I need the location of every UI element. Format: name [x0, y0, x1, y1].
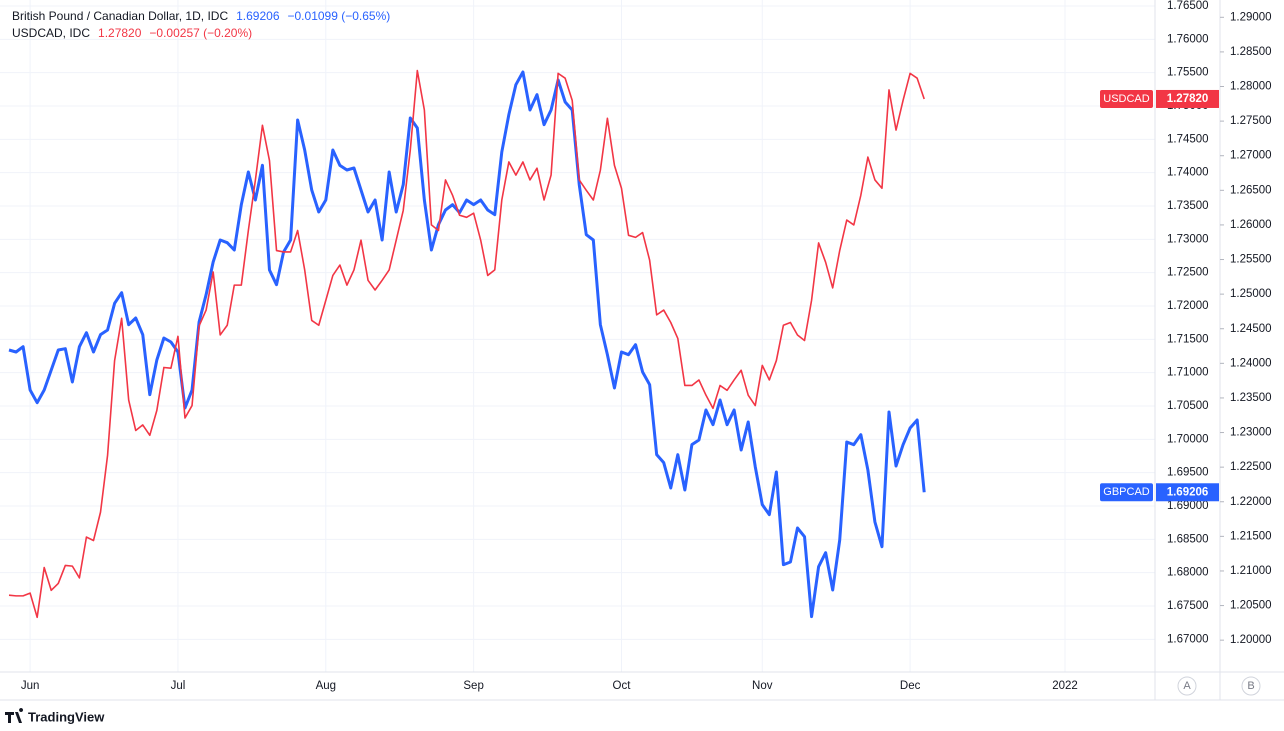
- logo: [5, 708, 24, 723]
- y-tick-label: 1.76500: [1167, 0, 1209, 12]
- legend-price: 1.69206: [236, 9, 280, 23]
- legend-change: −0.01099 (−0.65%): [288, 9, 391, 23]
- y2-tick-label: 1.20000: [1230, 634, 1272, 646]
- x-tick-label: Sep: [463, 680, 483, 692]
- y-tick-label: 1.72500: [1167, 267, 1209, 279]
- legend-change: −0.00257 (−0.20%): [149, 26, 252, 40]
- y2-tick-label: 1.27000: [1230, 150, 1272, 162]
- y-tick-label: 1.68500: [1167, 533, 1209, 545]
- y-tick-label: 1.68000: [1167, 567, 1209, 579]
- series-line: [8, 70, 926, 619]
- x-tick-label: Nov: [752, 680, 773, 692]
- y2-tick-label: 1.28000: [1230, 81, 1272, 93]
- x-tick-label: Oct: [613, 680, 632, 692]
- y-tick-label: 1.74500: [1167, 133, 1209, 145]
- y2-tick-label: 1.29000: [1230, 11, 1272, 23]
- y-tick-label: 1.69000: [1167, 500, 1209, 512]
- y-tick-label: 1.71000: [1167, 367, 1209, 379]
- y2-tick-label: 1.23500: [1230, 392, 1272, 404]
- price-tag-name: GBPCAD: [1103, 486, 1150, 498]
- y-tick-label: 1.70000: [1167, 433, 1209, 445]
- x-tick-label: Aug: [316, 680, 336, 692]
- y-tick-label: 1.70500: [1167, 400, 1209, 412]
- legend-price: 1.27820: [98, 26, 142, 40]
- legend-entry: USDCAD, IDC 1.27820 −0.00257 (−0.20%): [12, 26, 252, 40]
- price-tag-name-box: [1100, 483, 1153, 502]
- y-tick-label: 1.69500: [1167, 467, 1209, 479]
- axis-button[interactable]: [1241, 676, 1261, 696]
- price-tag-box: [1156, 89, 1219, 108]
- branding: TradingView: [28, 709, 105, 724]
- y2-tick-label: 1.26500: [1230, 184, 1272, 196]
- axis-button[interactable]: [1177, 676, 1197, 696]
- axes: 1.765001.760001.755001.750001.745001.740…: [12, 0, 1272, 692]
- y-tick-label: 1.67000: [1167, 633, 1209, 645]
- axis-button-label[interactable]: B: [1247, 680, 1254, 692]
- y2-tick-label: 1.24500: [1230, 323, 1272, 335]
- x-tick-label: Jul: [171, 680, 186, 692]
- y2-tick-label: 1.28500: [1230, 46, 1272, 58]
- y2-tick-label: 1.22000: [1230, 496, 1272, 508]
- y2-tick-label: 1.25500: [1230, 254, 1272, 266]
- axis-button-label[interactable]: A: [1183, 680, 1191, 692]
- y2-tick-label: 1.22500: [1230, 461, 1272, 473]
- y-tick-label: 1.67500: [1167, 600, 1209, 612]
- y2-tick-label: 1.24000: [1230, 357, 1272, 369]
- price-tag-box: [1156, 483, 1219, 502]
- y-tick-label: 1.75500: [1167, 67, 1209, 79]
- y-tick-label: 1.71500: [1167, 333, 1209, 345]
- y-tick-label: 1.72000: [1167, 300, 1209, 312]
- y-tick-label: 1.73500: [1167, 200, 1209, 212]
- y2-tick-label: 1.21000: [1230, 565, 1272, 577]
- legend-entry: British Pound / Canadian Dollar, 1D, IDC…: [12, 9, 390, 23]
- price-tag-name-box: [1100, 89, 1153, 108]
- y2-tick-label: 1.21500: [1230, 530, 1272, 542]
- y2-tick-label: 1.26000: [1230, 219, 1272, 231]
- y2-tick-label: 1.27500: [1230, 115, 1272, 127]
- x-tick-label: 2022: [1052, 680, 1078, 692]
- y-tick-label: 1.73000: [1167, 233, 1209, 245]
- y2-tick-label: 1.23000: [1230, 427, 1272, 439]
- y-tick-label: 1.74000: [1167, 167, 1209, 179]
- price-tag-value: 1.69206: [1167, 486, 1209, 498]
- price-tag-name: USDCAD: [1103, 93, 1150, 105]
- series-line: [8, 69, 925, 619]
- x-tick-label: Jun: [21, 680, 40, 692]
- price-tag-value: 1.27820: [1167, 93, 1209, 105]
- legend-title: USDCAD, IDC: [12, 26, 90, 40]
- x-tick-label: Dec: [900, 680, 921, 692]
- y2-tick-label: 1.25000: [1230, 288, 1272, 300]
- y2-tick-label: 1.20500: [1230, 600, 1272, 612]
- plot-area: [8, 69, 926, 619]
- y-tick-label: 1.76000: [1167, 33, 1209, 45]
- legend-title: British Pound / Canadian Dollar, 1D, IDC: [12, 9, 228, 23]
